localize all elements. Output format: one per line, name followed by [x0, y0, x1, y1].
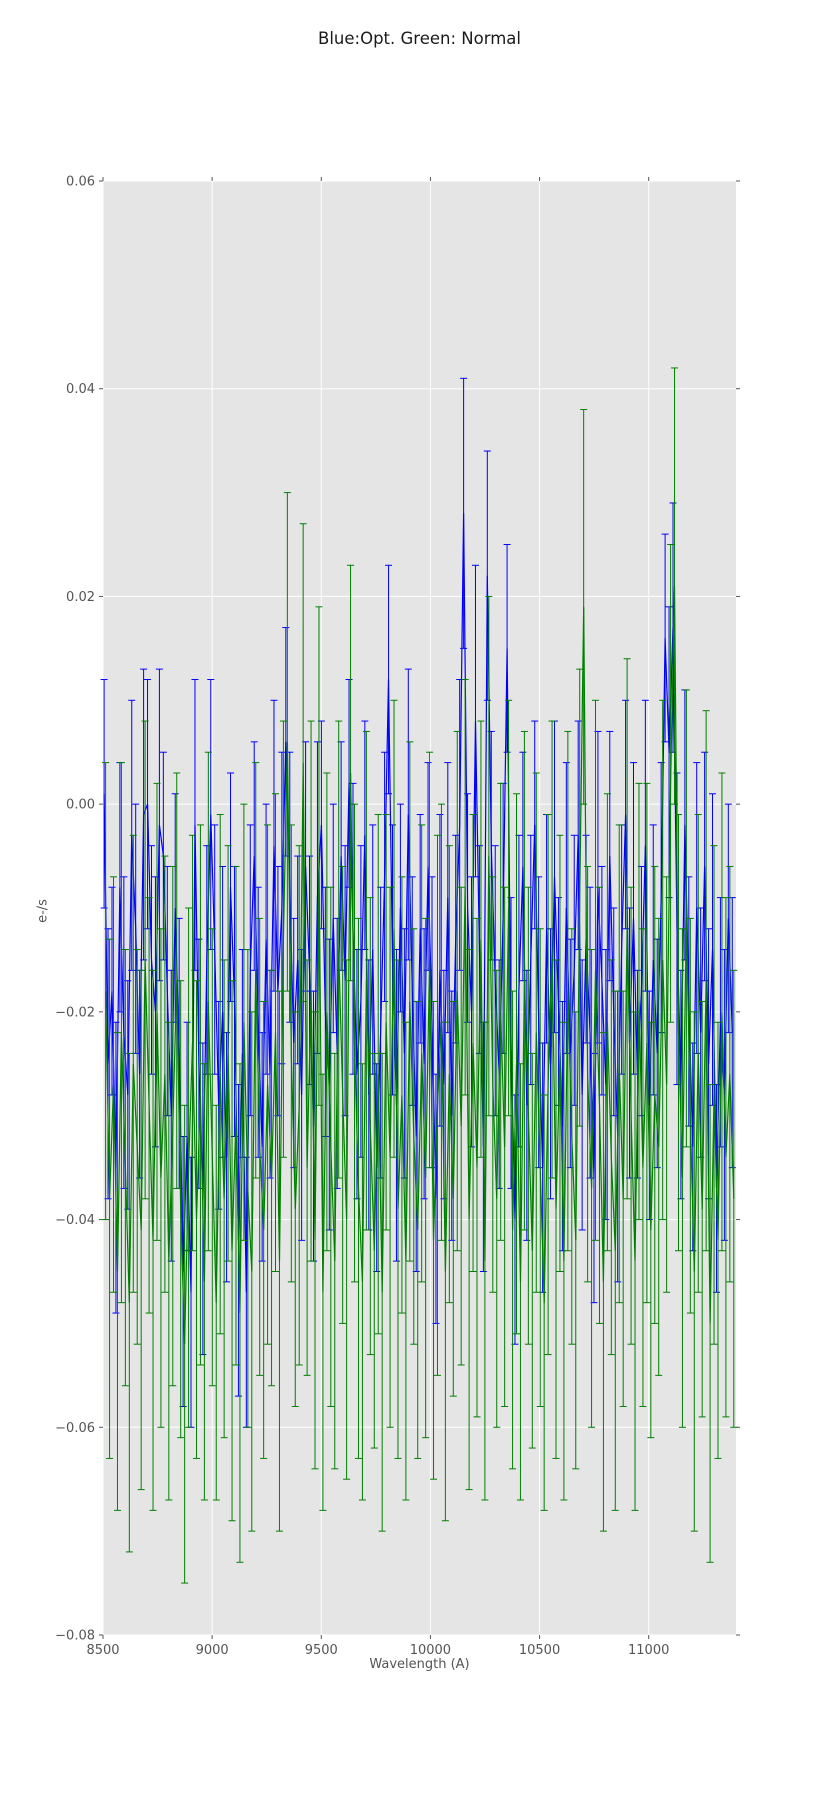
y-tick-label: −0.08: [55, 1629, 95, 1644]
x-tick-label: 8500: [86, 1643, 119, 1658]
x-tick-label: 9000: [196, 1643, 229, 1658]
y-tick-label: −0.04: [55, 1213, 95, 1228]
y-tick-label: 0.04: [66, 382, 95, 397]
y-tick-label: 0.06: [66, 175, 95, 190]
series-normal: [102, 367, 738, 1584]
x-tick-label: 10000: [410, 1643, 451, 1658]
x-axis-label: Wavelength (A): [369, 1657, 470, 1672]
x-tick-label: 10500: [519, 1643, 560, 1658]
x-tick-label: 11000: [628, 1643, 669, 1658]
x-tick-label: 9500: [305, 1643, 338, 1658]
y-tick-label: −0.02: [55, 1005, 95, 1020]
y-tick-label: 0.00: [66, 798, 95, 813]
y-tick-label: 0.02: [66, 590, 95, 605]
series-line: [105, 585, 735, 1345]
chart-title: Blue:Opt. Green: Normal: [318, 29, 521, 48]
y-tick-label: −0.06: [55, 1421, 95, 1436]
